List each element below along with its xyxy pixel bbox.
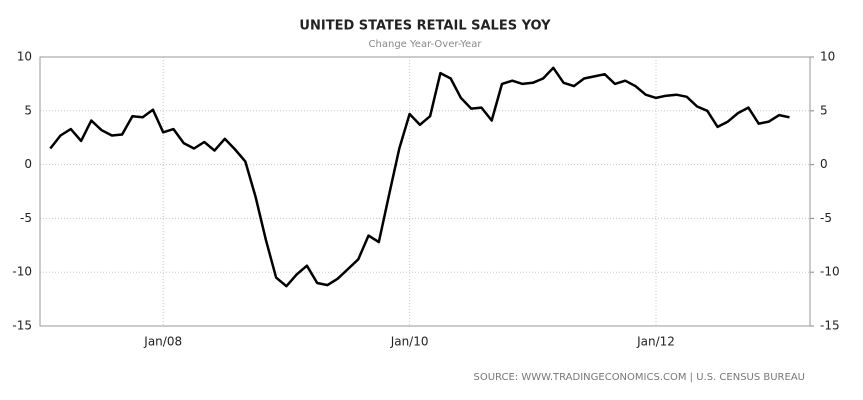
plot-frame (39, 56, 811, 327)
x-tick-label: Jan/12 (636, 335, 675, 349)
y2-tick-label: -10 (820, 265, 840, 279)
data-line (49, 66, 790, 288)
y-tick-label: 10 (17, 50, 32, 64)
x-tick-label: Jan/08 (143, 335, 182, 349)
y-tick-label: 5 (24, 103, 32, 117)
y2-tick-label: -5 (820, 211, 832, 225)
y-tick-label: -5 (20, 211, 32, 225)
y2-tick-label: 5 (820, 103, 828, 117)
y-tick-label: -15 (12, 319, 32, 333)
y2-tick-label: 10 (820, 50, 835, 64)
source-note: SOURCE: WWW.TRADINGECONOMICS.COM | U.S. … (473, 372, 805, 383)
y-tick-label: 0 (24, 157, 32, 171)
y2-tick-label: 0 (820, 157, 828, 171)
x-tick-label: Jan/10 (390, 335, 429, 349)
y2-tick-label: -15 (820, 319, 840, 333)
chart-title: UNITED STATES RETAIL SALES YOY (299, 19, 551, 34)
y-tick-label: -10 (12, 265, 32, 279)
chart-subtitle: Change Year-Over-Year (369, 39, 483, 50)
